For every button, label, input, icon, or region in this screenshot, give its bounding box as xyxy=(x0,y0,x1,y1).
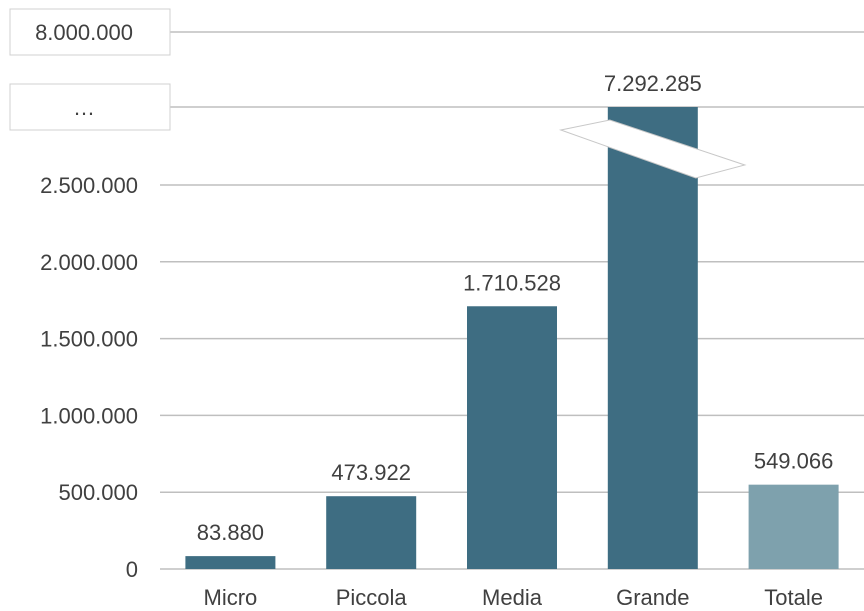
y-break-label-box xyxy=(9,8,171,56)
x-tick-label: Piccola xyxy=(336,585,408,610)
data-label: 83.880 xyxy=(197,520,264,545)
data-label: 1.710.528 xyxy=(463,270,561,295)
y-break-label: 8.000.000 xyxy=(35,20,133,45)
x-tick-label: Grande xyxy=(616,585,689,610)
axis-break xyxy=(558,119,747,179)
data-label: 549.066 xyxy=(754,449,834,474)
bar xyxy=(326,496,417,569)
y-break-label: … xyxy=(73,95,95,120)
y-break-label-box xyxy=(9,83,171,131)
bar xyxy=(467,306,557,569)
y-tick-label: 1.500.000 xyxy=(40,327,138,352)
data-label: 473.922 xyxy=(331,460,411,485)
y-tick-label: 2.500.000 xyxy=(40,173,138,198)
x-tick-label: Media xyxy=(482,585,543,610)
bar xyxy=(748,484,839,569)
x-tick-label: Micro xyxy=(204,585,258,610)
y-tick-label: 0 xyxy=(126,557,138,582)
y-tick-label: 500.000 xyxy=(58,480,138,505)
bar xyxy=(607,107,698,569)
bar xyxy=(185,556,276,569)
axis-break-band xyxy=(558,119,747,179)
data-label: 7.292.285 xyxy=(604,71,702,96)
x-tick-label: Totale xyxy=(764,585,823,610)
y-tick-label: 2.000.000 xyxy=(40,250,138,275)
y-tick-label: 1.000.000 xyxy=(40,403,138,428)
bars xyxy=(185,107,839,569)
labels: 0 500.000 1.000.000 1.500.000 2.000.000 2.500… xyxy=(9,8,834,610)
